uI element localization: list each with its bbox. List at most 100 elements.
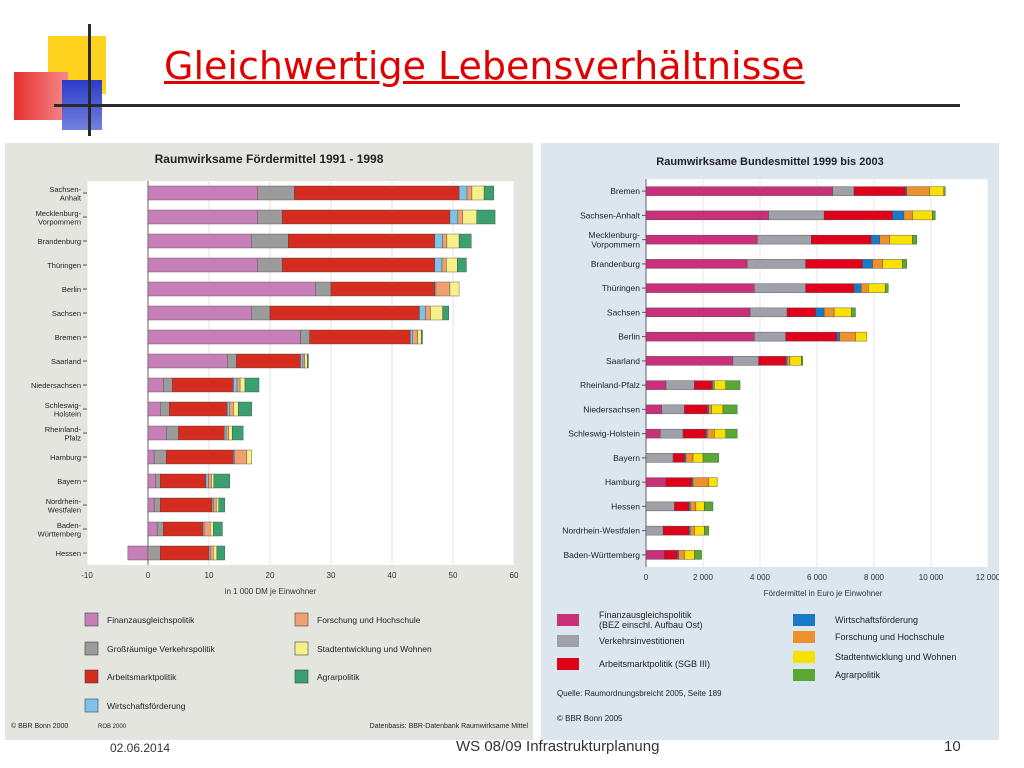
x-tick-label: 30 [327, 571, 336, 580]
bar-segment [684, 550, 695, 560]
y-category-label: Hessen [611, 501, 640, 511]
data-source: Datenbasis: BBR-Datenbank Raumwirksame M… [370, 723, 529, 730]
bar-segment [147, 281, 316, 297]
bar-segment [694, 550, 702, 560]
y-category-label: Rheinland-Pfalz [45, 425, 82, 443]
bar-segment [147, 257, 259, 273]
bar-segment [732, 356, 759, 366]
bar-segment [434, 257, 443, 273]
copyright: © BBR Bonn 2000 [11, 722, 68, 730]
y-category-label: Rheinland-Pfalz [580, 380, 640, 390]
bar-segment [684, 453, 687, 463]
y-category-label: Sachsen [607, 307, 640, 317]
x-tick-label: 0 [644, 573, 649, 582]
legend-label: Verkehrsinvestitionen [599, 636, 685, 646]
chart-title: Raumwirksame Bundesmittel 1999 bis 2003 [656, 156, 883, 168]
footer-date: 02.06.2014 [110, 741, 171, 755]
y-category-label: Baden-Württemberg [38, 521, 82, 539]
bar-segment [224, 425, 227, 441]
x-tick-label: 10 000 [919, 573, 944, 582]
bar-segment [153, 449, 167, 465]
bar-segment [282, 209, 451, 225]
bar-segment [457, 209, 463, 225]
legend-swatch [84, 612, 99, 627]
bar-segment [210, 545, 214, 561]
y-category-label: Bayern [613, 453, 640, 463]
footer-center: WS 08/09 Infrastrukturplanung [456, 738, 660, 755]
y-category-label: Brandenburg [591, 259, 640, 269]
bar-segment [211, 473, 215, 489]
bar-segment [912, 234, 917, 245]
bar-segment [203, 521, 211, 537]
bar-segment [233, 377, 238, 393]
bar-segment [660, 428, 684, 439]
bar-segment [213, 473, 230, 489]
bar-segment [457, 257, 467, 273]
bar-segment [786, 356, 791, 366]
left-chart-panel: Raumwirksame Fördermittel 1991 - 1998 -10… [5, 143, 533, 740]
slide-title: Gleichwertige Lebensverhältnisse [164, 44, 805, 88]
bar-segment [689, 501, 697, 512]
bar-segment [251, 233, 289, 249]
bar-segment [147, 545, 161, 561]
legend-label: Wirtschaftsförderung [107, 701, 186, 711]
bar-segment [257, 257, 283, 273]
bar-segment [855, 331, 868, 342]
bar-segment [851, 307, 856, 318]
bar-segment [466, 185, 473, 201]
bar-segment [166, 449, 234, 465]
bar-segment [449, 209, 459, 225]
y-category-label: Hamburg [50, 453, 81, 462]
left-chart: Raumwirksame Fördermittel 1991 - 1998 -10… [11, 152, 529, 730]
y-category-label: Berlin [618, 332, 640, 342]
bar-segment [218, 497, 226, 513]
bar-segment [725, 428, 738, 439]
bar-segment [442, 305, 449, 321]
bar-segment [932, 210, 936, 221]
bar-segment [282, 257, 435, 273]
bar-segment [236, 353, 301, 369]
bar-segment [645, 453, 674, 463]
bar-segment [789, 356, 802, 366]
legend-swatch [294, 641, 309, 656]
y-category-label: Sachsen-Anhalt [49, 185, 82, 203]
bar-segment [685, 453, 694, 463]
bar-segment [147, 377, 164, 393]
legend-swatch [557, 614, 579, 626]
bar-segment [714, 380, 726, 390]
bar-segment [205, 473, 209, 489]
bar-segment [246, 449, 252, 465]
bar-segment [300, 353, 304, 369]
bar-segment [704, 501, 714, 512]
bar-segment [169, 401, 228, 417]
bar-segment [903, 210, 913, 221]
bar-segment [435, 281, 451, 297]
bar-segment [216, 545, 226, 561]
bar-segment [688, 501, 691, 512]
bar-segment [664, 550, 678, 560]
copyright: © BBR Bonn 2005 [557, 714, 623, 723]
bar-segment [147, 233, 252, 249]
y-category-label: Schleswig-Holstein [45, 401, 82, 419]
bar-segment [862, 259, 873, 269]
bar-segment [269, 305, 420, 321]
bar-segment [156, 521, 164, 537]
bar-segment [832, 186, 855, 196]
y-category-label: Niedersachsen [31, 381, 81, 390]
bar-segment [879, 234, 890, 245]
bar-segment [672, 453, 685, 463]
bar-segment [665, 477, 692, 487]
bar-segment [462, 209, 477, 225]
bar-segment [147, 329, 301, 345]
legend-swatch [84, 669, 99, 684]
bar-segment [692, 453, 704, 463]
bar-segment [868, 283, 886, 293]
bar-segment [159, 545, 210, 561]
x-tick-label: 50 [449, 571, 458, 580]
bar-segment [302, 353, 305, 369]
legend-label: Arbeitsmarktpolitik (SGB III) [599, 659, 710, 669]
bar-segment [882, 259, 903, 269]
bar-segment [785, 356, 788, 366]
bar-segment [785, 331, 838, 342]
bar-segment [471, 185, 485, 201]
